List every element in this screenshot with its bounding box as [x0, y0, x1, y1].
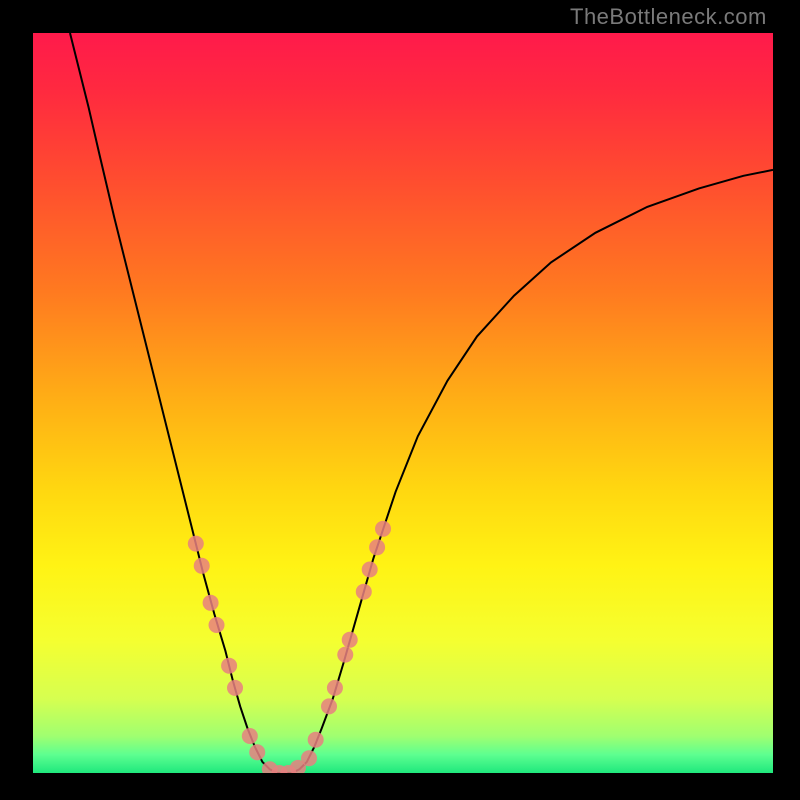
data-marker: [188, 536, 204, 552]
data-marker: [203, 595, 219, 611]
data-marker: [194, 558, 210, 574]
data-marker: [249, 744, 265, 760]
data-marker: [327, 680, 343, 696]
data-marker: [356, 584, 372, 600]
data-marker: [375, 521, 391, 537]
data-marker: [301, 750, 317, 766]
plot-background: [33, 33, 773, 773]
data-marker: [209, 617, 225, 633]
data-marker: [369, 539, 385, 555]
data-marker: [308, 732, 324, 748]
data-marker: [242, 728, 258, 744]
plot-area: [33, 33, 773, 773]
data-marker: [321, 698, 337, 714]
chart-svg: [33, 33, 773, 773]
data-marker: [227, 680, 243, 696]
data-marker: [362, 562, 378, 578]
data-marker: [337, 647, 353, 663]
data-marker: [221, 658, 237, 674]
data-marker: [342, 632, 358, 648]
watermark-text: TheBottleneck.com: [570, 4, 767, 30]
